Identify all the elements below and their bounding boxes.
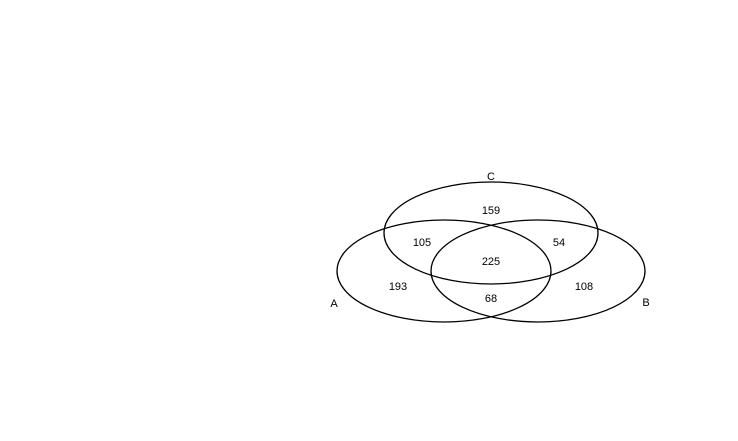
set-a-label: A [330, 298, 338, 310]
region-a-b-count: 68 [485, 293, 497, 305]
set-c-ellipse [383, 181, 599, 285]
set-b-label: B [642, 297, 649, 309]
set-b-ellipse [430, 219, 646, 323]
region-b-c-count: 54 [553, 237, 565, 249]
region-b-only-count: 108 [575, 281, 593, 293]
region-a-b-c-count: 225 [482, 256, 500, 268]
region-a-only-count: 193 [389, 281, 407, 293]
set-c-label: C [487, 171, 495, 183]
region-c-only-count: 159 [482, 205, 500, 217]
set-a-ellipse [336, 219, 552, 323]
region-a-c-count: 105 [413, 237, 431, 249]
